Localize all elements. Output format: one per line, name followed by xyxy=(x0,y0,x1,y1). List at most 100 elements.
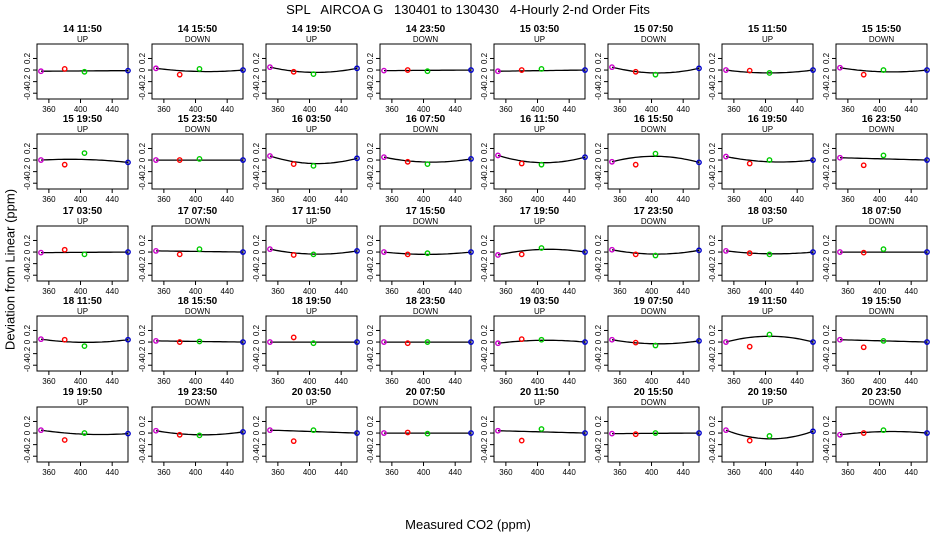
y-tick-label: -0.2 xyxy=(822,256,831,270)
y-tick-label: -0.2 xyxy=(138,256,147,270)
data-point xyxy=(404,67,411,73)
y-tick-label: -0.2 xyxy=(252,74,261,88)
x-tick-label: 440 xyxy=(220,377,234,386)
panel-title: 19 23:50 xyxy=(178,387,218,398)
data-point xyxy=(240,428,246,435)
x-tick-label: 400 xyxy=(189,287,203,296)
data-point xyxy=(196,155,203,162)
y-tick-label: -0.2 xyxy=(480,164,489,178)
y-tick-label: -0.4 xyxy=(594,86,603,100)
panel-title: 20 11:50 xyxy=(520,387,559,398)
y-tick-label: 0 xyxy=(138,339,147,344)
panel-frame xyxy=(493,315,586,372)
y-tick-label: 0 xyxy=(23,157,32,162)
data-point xyxy=(632,431,639,438)
data-point xyxy=(381,154,387,161)
y-tick-label: -0.4 xyxy=(138,358,147,372)
data-point xyxy=(125,67,131,74)
y-axis-title: Deviation from Linear (ppm) xyxy=(2,188,18,351)
data-point xyxy=(176,251,183,258)
x-tick-label: 360 xyxy=(271,105,285,114)
data-point xyxy=(766,70,773,76)
panel-subtitle: UP xyxy=(77,125,88,134)
panel-title: 16 23:50 xyxy=(862,114,902,125)
data-point xyxy=(61,437,68,443)
y-tick-label: 0.2 xyxy=(252,142,261,154)
data-point xyxy=(837,431,843,438)
panel-title: 17 15:50 xyxy=(406,206,446,217)
fit-curve xyxy=(839,430,928,436)
x-tick-label: 360 xyxy=(157,377,171,386)
data-point xyxy=(240,249,246,255)
y-tick-label: 0 xyxy=(708,249,717,254)
data-point xyxy=(495,68,501,75)
panel-subtitle: DOWN xyxy=(869,35,895,44)
data-point xyxy=(404,340,411,347)
data-point xyxy=(632,68,639,75)
data-point xyxy=(468,339,474,345)
data-point xyxy=(61,246,68,253)
y-tick-label: -0.2 xyxy=(594,74,603,88)
x-tick-label: 360 xyxy=(42,377,56,386)
panel-title: 16 11:50 xyxy=(520,114,559,125)
y-tick-label: -0.2 xyxy=(594,256,603,270)
panel-frame xyxy=(151,315,244,372)
x-tick-label: 440 xyxy=(105,195,119,204)
panel-subtitle: UP xyxy=(762,35,773,44)
y-tick-label: 0.2 xyxy=(138,415,147,427)
y-tick-label: -0.2 xyxy=(594,437,603,451)
panel-title: 20 23:50 xyxy=(862,387,902,398)
data-point xyxy=(61,336,68,343)
data-point xyxy=(381,339,387,345)
y-tick-label: 0.2 xyxy=(480,52,489,64)
fit-curve xyxy=(156,340,244,343)
data-point xyxy=(837,336,843,343)
y-tick-label: 0 xyxy=(708,339,717,344)
data-point xyxy=(196,65,203,72)
x-tick-label: 440 xyxy=(448,468,462,477)
panel-title: 15 03:50 xyxy=(520,24,560,35)
data-point xyxy=(176,339,183,345)
x-tick-label: 360 xyxy=(385,377,399,386)
y-tick-label: 0.2 xyxy=(708,324,717,336)
y-tick-label: -0.4 xyxy=(138,176,147,190)
data-point xyxy=(310,71,317,78)
y-tick-label: 0 xyxy=(252,249,261,254)
y-tick-label: -0.4 xyxy=(23,358,32,372)
data-point xyxy=(176,431,183,438)
y-tick-label: -0.2 xyxy=(822,74,831,88)
y-tick-label: 0.2 xyxy=(708,415,717,427)
y-tick-label: -0.4 xyxy=(23,268,32,282)
data-point xyxy=(290,334,297,341)
x-axis-title: Measured CO2 (ppm) xyxy=(405,517,531,532)
data-point xyxy=(746,160,753,167)
data-point xyxy=(310,251,317,258)
panel-title: 18 19:50 xyxy=(292,296,332,307)
y-tick-label: 0 xyxy=(252,430,261,435)
x-tick-label: 400 xyxy=(74,195,88,204)
y-tick-label: -0.4 xyxy=(822,176,831,190)
y-tick-label: 0 xyxy=(138,430,147,435)
panel-subtitle: UP xyxy=(306,398,317,407)
data-point xyxy=(495,252,501,258)
data-point xyxy=(810,67,816,73)
y-tick-label: -0.4 xyxy=(252,86,261,100)
x-tick-label: 360 xyxy=(841,468,855,477)
panel-subtitle: DOWN xyxy=(185,35,211,44)
panel-subtitle: DOWN xyxy=(413,35,439,44)
data-point xyxy=(267,339,273,345)
data-point xyxy=(153,65,159,72)
data-point xyxy=(696,159,702,166)
x-tick-label: 440 xyxy=(220,195,234,204)
panel-frame xyxy=(721,43,814,100)
y-tick-label: 0 xyxy=(594,430,603,435)
data-point xyxy=(924,67,930,73)
x-tick-label: 400 xyxy=(417,287,431,296)
panel-frame xyxy=(379,225,472,282)
data-point xyxy=(404,158,411,165)
